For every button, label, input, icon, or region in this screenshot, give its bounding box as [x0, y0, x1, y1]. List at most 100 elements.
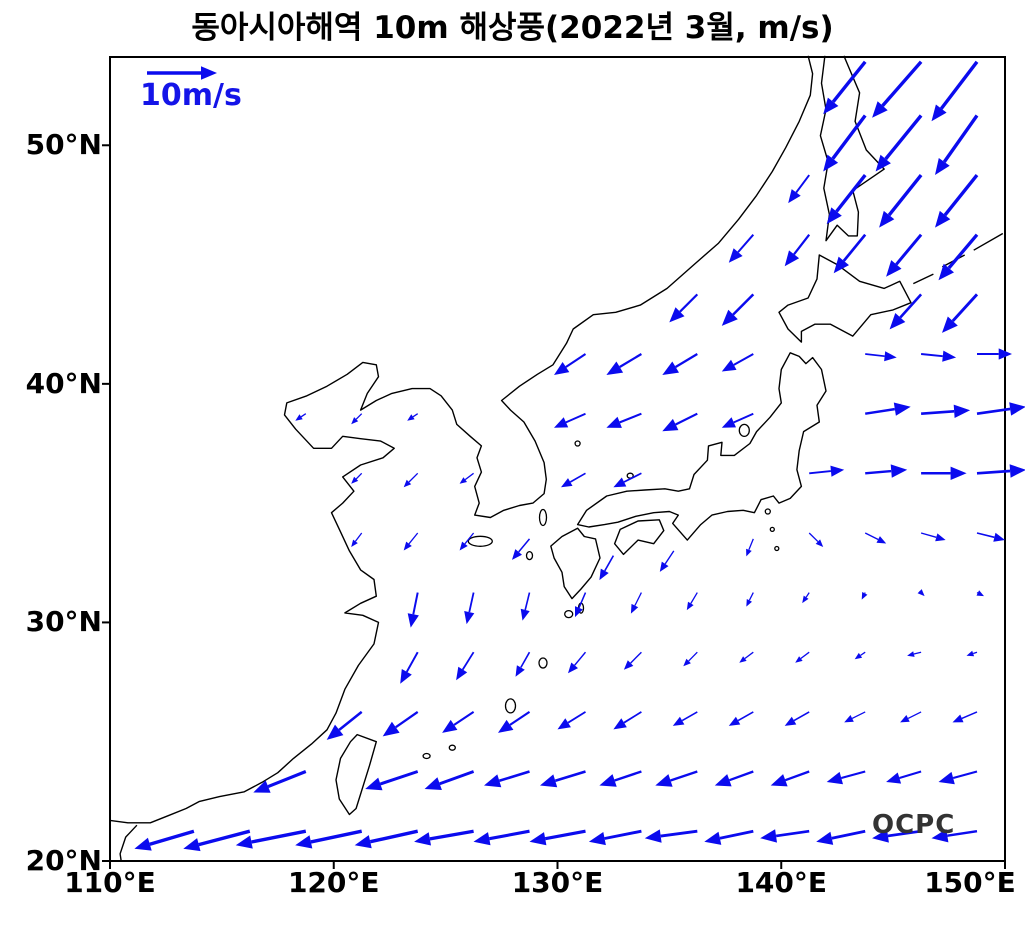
wind-arrow: [976, 590, 984, 597]
y-tick-label: 40°N: [25, 366, 102, 400]
wind-arrow: [921, 404, 971, 418]
wind-arrow: [686, 592, 698, 611]
wind-vector-field: [134, 60, 1025, 852]
wind-arrow: [976, 532, 1005, 542]
wind-arrow: [351, 413, 363, 425]
wind-arrow: [588, 829, 642, 846]
wind-arrow: [816, 829, 866, 845]
wind-arrow: [917, 589, 925, 597]
wind-arrow: [403, 532, 419, 551]
wind-arrow: [704, 829, 754, 845]
wind-arrow: [864, 532, 887, 544]
wind-arrow: [802, 592, 810, 604]
wind-arrow: [795, 651, 810, 663]
wind-arrow: [459, 472, 474, 484]
wind-arrow: [630, 592, 642, 614]
wind-arrow: [861, 592, 868, 600]
wind-arrow: [935, 174, 979, 228]
wind-arrow: [606, 412, 642, 428]
wind-arrow: [826, 770, 866, 785]
wind-arrow: [739, 651, 754, 663]
wind-arrow: [921, 350, 957, 362]
wind-arrow: [721, 353, 754, 372]
wind-arrow: [613, 711, 642, 730]
wind-arrow: [826, 174, 867, 225]
wind-arrow: [512, 538, 531, 560]
wind-arrow: [900, 711, 922, 723]
wind-arrow: [599, 770, 642, 787]
wind-arrow: [784, 234, 811, 267]
wind-arrow: [515, 651, 531, 677]
wind-arrow: [872, 829, 922, 843]
wind-scale-label: 10m/s: [140, 78, 242, 113]
wind-arrow: [484, 770, 530, 788]
wind-arrow: [456, 651, 475, 681]
wind-arrow: [529, 829, 586, 846]
wind-arrow: [498, 711, 531, 733]
wind-arrow: [669, 293, 699, 323]
wind-arrow: [935, 114, 979, 175]
watermark-ocpc: OCPC: [872, 810, 956, 840]
wind-arrow: [886, 233, 923, 277]
wind-arrow: [683, 651, 698, 667]
wind-arrow: [833, 233, 867, 274]
wind-arrow: [844, 711, 866, 723]
wind-arrow: [253, 770, 307, 793]
wind-arrow: [554, 412, 586, 428]
wind-arrow: [952, 711, 978, 723]
x-tick-label: 120°E: [287, 866, 380, 899]
wind-arrow: [809, 465, 845, 477]
wind-arrow: [554, 353, 587, 375]
wind-arrow: [365, 770, 419, 791]
wind-arrow: [784, 711, 810, 726]
wind-arrow: [407, 592, 419, 628]
wind-arrow: [672, 711, 698, 726]
wind-arrow: [920, 532, 946, 542]
wind-arrow: [659, 550, 675, 572]
wind-arrow: [540, 770, 586, 788]
wind-arrow: [746, 592, 754, 607]
y-tick-label: 30°N: [25, 605, 102, 639]
wind-arrow: [599, 555, 615, 581]
wind-arrow: [644, 829, 698, 843]
wind-arrow: [354, 829, 419, 849]
wind-arrow: [351, 472, 363, 484]
wind-arrow: [414, 829, 474, 846]
wind-arrow: [823, 114, 867, 172]
wind-arrow: [134, 829, 195, 851]
wind-arrow: [865, 464, 908, 478]
wind-arrow: [326, 710, 363, 740]
wind-arrow: [931, 60, 979, 122]
wind-arrow: [613, 472, 642, 488]
y-tick-label: 50°N: [25, 128, 102, 162]
wind-arrow: [879, 174, 923, 228]
wind-arrow: [921, 466, 967, 480]
wind-arrow: [938, 770, 978, 785]
wind-arrow: [351, 532, 363, 547]
wind-arrow: [854, 651, 866, 660]
wind-arrow: [823, 60, 867, 115]
wind-arrow: [714, 770, 754, 787]
wind-arrow: [865, 351, 897, 362]
x-tick-label: 150°E: [924, 866, 1016, 899]
axis-ticks: [102, 144, 1006, 869]
wind-arrow: [760, 829, 810, 843]
wind-arrow: [662, 353, 698, 375]
chart-title: 동아시아해역 10m 해상풍(2022년 3월, m/s): [191, 10, 834, 46]
wind-arrow: [788, 174, 810, 204]
wind-arrow: [464, 592, 475, 625]
wind-arrow: [976, 464, 1025, 478]
wind-arrow: [403, 472, 419, 488]
wind-arrow: [808, 532, 824, 547]
wind-arrow: [235, 829, 307, 849]
wind-arrow: [442, 711, 475, 733]
wind-arrow: [721, 293, 755, 326]
wind-arrow: [147, 66, 217, 80]
wind-arrow: [662, 412, 698, 432]
wind-arrow: [966, 650, 978, 657]
x-tick-label: 110°E: [64, 866, 156, 899]
wind-arrow: [728, 234, 755, 263]
wind-arrow: [424, 770, 475, 790]
